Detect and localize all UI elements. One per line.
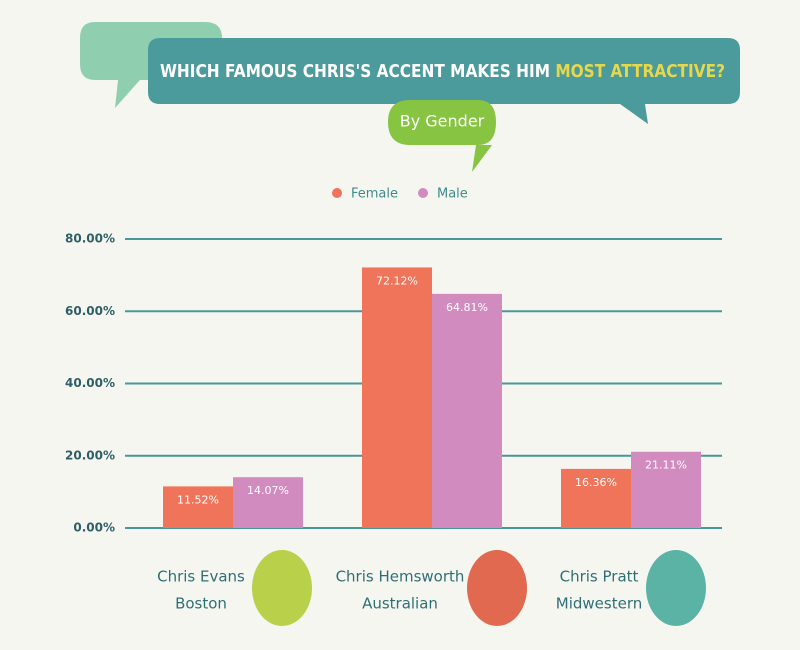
y-tick-label: 80.00% xyxy=(65,232,115,246)
title-part: WHICH FAMOUS CHRIS'S ACCENT MAKES HIM xyxy=(160,61,550,82)
chart-title: WHICH FAMOUS CHRIS'S ACCENT MAKES HIM MO… xyxy=(160,61,725,82)
x-tick-sublabel: Midwestern xyxy=(556,595,642,613)
bar xyxy=(432,293,502,528)
x-tick-sublabel: Boston xyxy=(175,595,227,613)
face-icon xyxy=(252,550,312,626)
bar xyxy=(362,267,432,528)
y-tick-label: 40.00% xyxy=(65,376,115,390)
face-icon xyxy=(646,550,706,626)
x-tick-label: Chris Hemsworth xyxy=(336,568,465,586)
bar xyxy=(631,451,701,528)
title-box xyxy=(148,38,740,124)
bar xyxy=(233,477,303,528)
legend-label: Male xyxy=(437,187,468,202)
face-icon xyxy=(467,550,527,626)
x-tick-label: Chris Evans xyxy=(157,568,245,586)
value-label: 64.81% xyxy=(446,301,488,314)
subtitle: By Gender xyxy=(400,112,485,131)
value-label: 11.52% xyxy=(177,493,219,506)
value-label: 16.36% xyxy=(575,476,617,489)
legend-marker xyxy=(418,188,428,198)
legend-label: Female xyxy=(351,187,398,202)
y-tick-label: 0.00% xyxy=(73,521,115,535)
y-tick-label: 20.00% xyxy=(65,448,115,462)
bar xyxy=(561,468,631,528)
x-tick-label: Chris Pratt xyxy=(560,568,639,586)
legend-marker xyxy=(332,188,342,198)
x-tick-sublabel: Australian xyxy=(362,595,438,613)
y-tick-label: 60.00% xyxy=(65,304,115,318)
title-highlight: MOST ATTRACTIVE? xyxy=(555,61,725,82)
bar xyxy=(163,486,233,528)
value-label: 72.12% xyxy=(376,274,418,287)
value-label: 21.11% xyxy=(645,459,687,472)
value-label: 14.07% xyxy=(247,484,289,497)
subtitle-bubble xyxy=(388,100,496,172)
